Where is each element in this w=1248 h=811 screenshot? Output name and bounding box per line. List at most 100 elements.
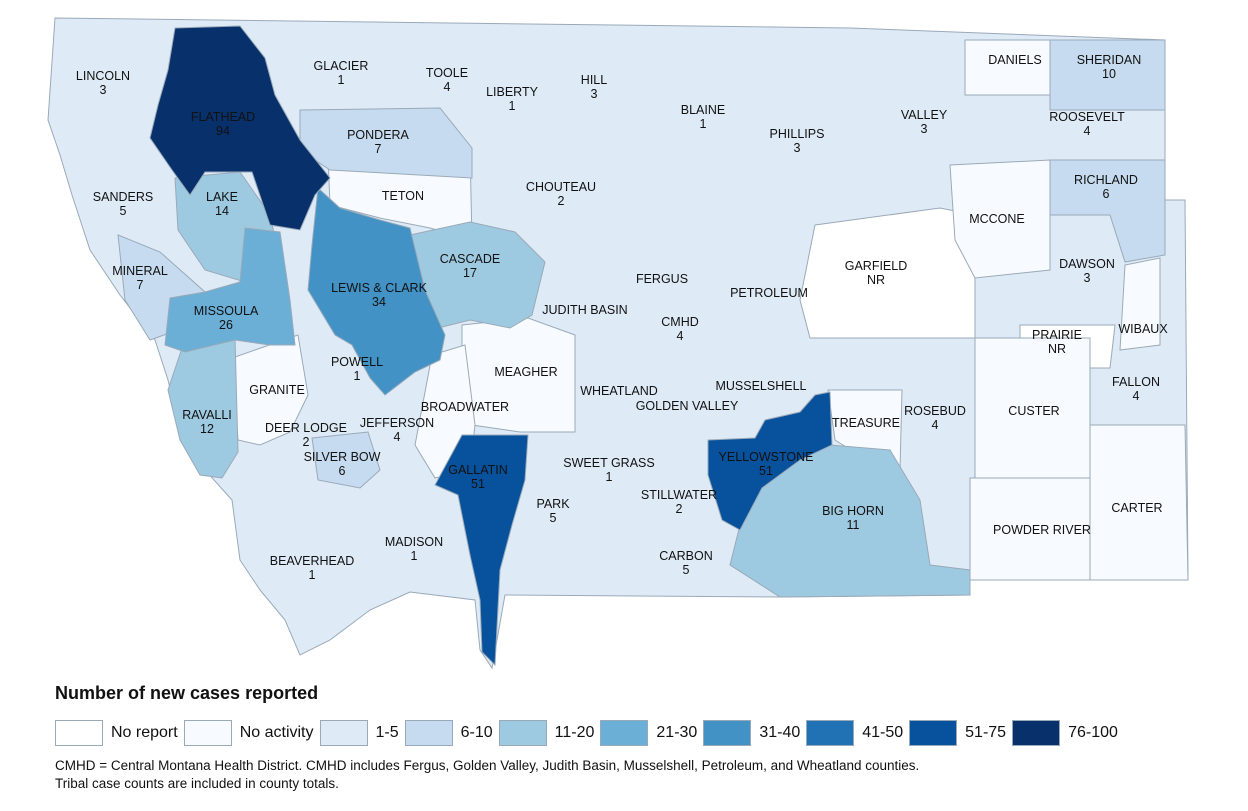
county-count-pondera: 7: [375, 142, 382, 156]
county-garfield: [799, 207, 976, 339]
county-count-silver-bow: 6: [339, 464, 346, 478]
county-flathead: [149, 25, 331, 231]
county-count-blaine: 1: [700, 117, 707, 131]
legend-label: No report: [111, 724, 178, 741]
legend-title: Number of new cases reported: [55, 683, 319, 703]
county-count-gallatin: 51: [471, 477, 485, 491]
county-pondera: [299, 107, 473, 179]
county-name-treasure: TREASURE: [832, 416, 900, 430]
county-missoula: [164, 227, 296, 353]
county-name-beaverhead: BEAVERHEAD: [270, 554, 355, 568]
county-powder-river: [969, 477, 1091, 581]
county-name-lewis-clark: LEWIS & CLARK: [331, 281, 428, 295]
county-name-rosebud: ROSEBUD: [904, 404, 966, 418]
county-name-sheridan: SHERIDAN: [1077, 53, 1142, 67]
county-count-sheridan: 10: [1102, 67, 1116, 81]
legend-label: 1-5: [375, 724, 399, 741]
legend-item: 11-20: [498, 720, 594, 746]
county-name-big-horn: BIG HORN: [822, 504, 884, 518]
county-count-cascade: 17: [463, 266, 477, 280]
county-count-rosebud: 4: [932, 418, 939, 432]
county-count-liberty: 1: [509, 99, 516, 113]
county-count-mineral: 7: [137, 278, 144, 292]
county-count-stillwater: 2: [676, 502, 683, 516]
county-yellowstone: [707, 391, 833, 531]
legend-label: No activity: [239, 724, 314, 741]
county-name-fallon: FALLON: [1112, 375, 1160, 389]
legend-swatch: [1012, 720, 1061, 746]
county-count-valley: 3: [921, 122, 928, 136]
county-richland: [1049, 159, 1166, 263]
county-name-liberty: LIBERTY: [486, 85, 539, 99]
legend-swatch: [806, 720, 855, 746]
county-name-cascade: CASCADE: [440, 252, 500, 266]
county-name-wibaux: WIBAUX: [1118, 322, 1168, 336]
county-mccone: [949, 159, 1051, 279]
county-count-yellowstone: 51: [759, 464, 773, 478]
county-count-hill: 3: [591, 87, 598, 101]
legend-item: No report: [55, 720, 178, 746]
county-silver-bow: [311, 431, 381, 489]
county-name-wheatland: WHEATLAND: [580, 384, 658, 398]
county-name-phillips: PHILLIPS: [770, 127, 825, 141]
county-gallatin: [434, 434, 529, 667]
county-name-mccone: MCCONE: [969, 212, 1025, 226]
legend-swatch: [319, 720, 368, 746]
legend-swatch: [183, 720, 232, 746]
legend-item: 6-10: [404, 720, 493, 746]
county-name-mineral: MINERAL: [112, 264, 168, 278]
county-name-flathead: FLATHEAD: [191, 110, 255, 124]
legend-label: 41-50: [862, 724, 904, 741]
legend-label: 51-75: [965, 724, 1007, 741]
county-count-missoula: 26: [219, 318, 233, 332]
county-name-ravalli: RAVALLI: [182, 408, 232, 422]
legend-item: 41-50: [806, 720, 903, 746]
county-count-carbon: 5: [683, 563, 690, 577]
county-count-sweet-grass: 1: [606, 470, 613, 484]
county-count-lewis-clark: 34: [372, 295, 386, 309]
county-name-blaine: BLAINE: [681, 103, 725, 117]
county-name-fergus: FERGUS: [636, 272, 688, 286]
county-name-richland: RICHLAND: [1074, 173, 1138, 187]
county-count-jefferson: 4: [394, 430, 401, 444]
county-name-jefferson: JEFFERSON: [360, 416, 434, 430]
county-name-powder-river: POWDER RIVER: [993, 523, 1091, 537]
legend-item: 1-5: [319, 720, 399, 746]
county-count-richland: 6: [1103, 187, 1110, 201]
legend-item: 76-100: [1012, 720, 1118, 746]
county-count-ravalli: 12: [200, 422, 214, 436]
county-name-deer-lodge: DEER LODGE: [265, 421, 347, 435]
county-name-teton: TETON: [382, 189, 424, 203]
county-count-deer-lodge: 2: [303, 435, 310, 449]
county-ravalli: [167, 337, 239, 479]
county-name-garfield: GARFIELD: [845, 259, 908, 273]
county-name-sanders: SANDERS: [93, 190, 153, 204]
county-count-lake: 14: [215, 204, 229, 218]
county-name-musselshell: MUSSELSHELL: [715, 379, 806, 393]
county-name-lincoln: LINCOLN: [76, 69, 130, 83]
county-name-lake: LAKE: [206, 190, 238, 204]
county-count-sanders: 5: [120, 204, 127, 218]
county-name-roosevelt: ROOSEVELT: [1049, 110, 1125, 124]
county-lewis-and-clark: [307, 186, 446, 396]
legend-item: No activity: [183, 720, 314, 746]
county-name-custer: CUSTER: [1008, 404, 1059, 418]
county-count-prairie: NR: [1048, 342, 1066, 356]
county-name-chouteau: CHOUTEAU: [526, 180, 596, 194]
county-name-granite: GRANITE: [249, 383, 305, 397]
county-name-glacier: GLACIER: [314, 59, 369, 73]
county-big-horn: [729, 439, 971, 598]
county-count-toole: 4: [444, 80, 451, 94]
county-count-madison: 1: [411, 549, 418, 563]
county-name-pondera: PONDERA: [347, 128, 409, 142]
county-daniels: [964, 39, 1051, 96]
county-name-cmhd: CMHD: [661, 315, 699, 329]
legend: No report No activity 1-5 6-10 11-20 21-30 31-…: [55, 719, 1124, 747]
county-name-missoula: MISSOULA: [194, 304, 259, 318]
county-count-chouteau: 2: [558, 194, 565, 208]
footnote-line-1: CMHD = Central Montana Health District. …: [55, 758, 920, 773]
county-name-prairie: PRAIRIE: [1032, 328, 1082, 342]
legend-swatch: [703, 720, 752, 746]
county-name-madison: MADISON: [385, 535, 443, 549]
county-count-garfield: NR: [867, 273, 885, 287]
